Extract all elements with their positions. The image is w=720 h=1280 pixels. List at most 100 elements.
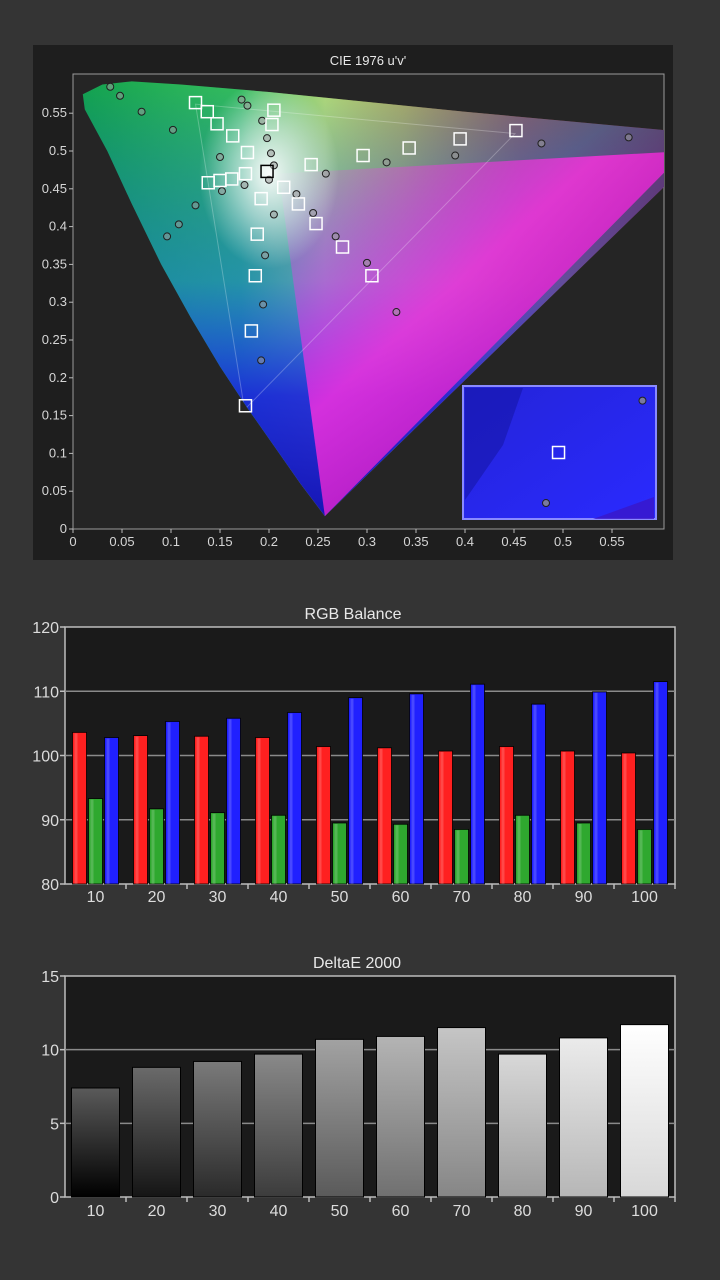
rgb-bar-highlight — [273, 816, 277, 884]
rgb-bar-highlight — [90, 799, 94, 884]
rgb-x-tick-label: 70 — [453, 889, 471, 906]
cie-x-tick-label: 0.15 — [207, 534, 232, 549]
rgb-x-tick-label: 10 — [87, 889, 105, 906]
rgb-bar-highlight — [135, 736, 139, 884]
deltae-bar — [498, 1053, 547, 1198]
rgb-balance-chart: RGB Balance 80 90 100 110 120 10 20 30 40 50 60 70… — [32, 606, 676, 906]
cie-target-square — [244, 324, 259, 338]
cie-target-square — [356, 148, 370, 163]
cie-target-square — [254, 191, 268, 206]
cie-x-tick-label: 0.5 — [554, 534, 572, 549]
deltae-x-tick-label: 30 — [209, 1203, 227, 1220]
cie-target-square — [260, 164, 274, 179]
cie-inset — [462, 385, 657, 520]
cie-measured-point — [392, 308, 401, 317]
cie-measured-point — [243, 101, 252, 110]
rgb-bar — [104, 737, 119, 885]
cie-target-square — [200, 104, 215, 119]
rgb-bar-highlight — [106, 738, 110, 884]
rgb-bar — [133, 735, 148, 885]
cie-target-square — [225, 129, 240, 143]
rgb-bar-highlight — [578, 823, 582, 884]
cie-inset-target-square — [551, 445, 566, 460]
rgb-bar-highlight — [257, 738, 261, 884]
cie-measured-point — [116, 91, 125, 100]
cie-target-square — [304, 157, 318, 172]
rgb-bar — [165, 721, 180, 885]
cie-x-tick-label: 0 — [69, 534, 76, 549]
rgb-bar-highlight — [379, 748, 383, 884]
cie-measured-point — [237, 95, 246, 104]
deltae-x-tick-label: 80 — [514, 1203, 532, 1220]
rgb-bar — [576, 822, 591, 885]
rgb-x-tick-label: 50 — [331, 889, 349, 906]
rgb-bar — [287, 712, 302, 885]
deltae-x-tick-label: 20 — [148, 1203, 166, 1220]
rgb-chart-title: RGB Balance — [305, 606, 402, 623]
rgb-bar — [409, 693, 424, 885]
rgb-bar-highlight — [74, 733, 78, 884]
rgb-bar-highlight — [639, 830, 643, 884]
cie-y-tick-label: 0.2 — [49, 370, 67, 385]
cie-x-tick-label: 0.3 — [358, 534, 376, 549]
cie-target-square — [238, 399, 253, 413]
cie-target-square — [210, 117, 224, 131]
rgb-bar-highlight — [594, 692, 598, 884]
deltae-bar — [376, 1035, 425, 1198]
rgb-bar — [454, 828, 469, 885]
cie-y-tick-label: 0.45 — [42, 181, 67, 196]
rgb-bar-highlight — [472, 685, 476, 884]
rgb-bar-highlight — [395, 825, 399, 884]
rgb-y-tick-label: 110 — [33, 684, 59, 701]
cie-measured-point — [292, 190, 301, 199]
cie-chart: CIE 1976 u'v' 0 0.05 0.1 0.15 0.2 0.25 0.3 0.35… — [33, 45, 673, 560]
cie-measured-point — [168, 125, 177, 134]
cie-target-square — [276, 180, 291, 195]
deltae-x-tick-label: 50 — [331, 1203, 349, 1220]
cie-measured-point — [257, 356, 266, 365]
cie-measured-point — [309, 208, 318, 217]
cie-target-square — [240, 145, 255, 160]
rgb-bar-highlight — [456, 830, 460, 884]
cie-y-tick-label: 0.4 — [49, 219, 67, 234]
deltae-x-tick-label: 40 — [270, 1203, 288, 1220]
cie-measured-point — [217, 187, 226, 196]
cie-target-square — [309, 216, 323, 231]
cie-target-square — [225, 172, 239, 186]
deltae-bar — [254, 1053, 303, 1198]
cie-target-square — [250, 227, 264, 241]
cie-measured-point — [106, 82, 115, 91]
rgb-bar — [393, 823, 408, 885]
cie-measured-point — [321, 169, 330, 178]
rgb-x-tick-label: 40 — [270, 889, 288, 906]
cie-y-tick-label: 0.55 — [42, 105, 67, 120]
rgb-bar — [72, 731, 87, 885]
cie-measured-point — [382, 158, 391, 167]
cie-measured-point — [216, 153, 224, 162]
cie-target-square — [365, 268, 379, 283]
cie-x-tick-label: 0.25 — [305, 534, 330, 549]
deltae-bar — [620, 1024, 669, 1198]
cie-measured-point — [331, 232, 340, 241]
cie-measured-point — [261, 251, 270, 260]
rgb-x-tick-label: 100 — [631, 889, 658, 906]
cie-measured-point — [174, 220, 183, 229]
rgb-bar-highlight — [212, 813, 216, 884]
rgb-bar — [332, 822, 347, 885]
cie-x-tick-label: 0.35 — [403, 534, 428, 549]
rgb-y-tick-label: 80 — [41, 877, 59, 894]
rgb-bar — [637, 828, 652, 885]
cie-x-tick-label: 0.1 — [162, 534, 180, 549]
cie-y-tick-label: 0.1 — [49, 445, 67, 460]
rgb-bar — [560, 750, 575, 885]
rgb-bar-highlight — [517, 816, 521, 884]
cie-measured-point — [240, 181, 249, 190]
rgb-bar-highlight — [411, 694, 415, 884]
rgb-bar-highlight — [562, 752, 566, 884]
cie-target-square — [335, 240, 350, 254]
cie-chart-panel: CIE 1976 u'v' 0 0.05 0.1 0.15 0.2 0.25 0.3 0.35… — [33, 45, 673, 560]
rgb-bar — [531, 703, 546, 885]
rgb-bar — [255, 737, 270, 885]
cie-x-tick-label: 0.45 — [501, 534, 526, 549]
cie-target-square — [291, 197, 306, 211]
